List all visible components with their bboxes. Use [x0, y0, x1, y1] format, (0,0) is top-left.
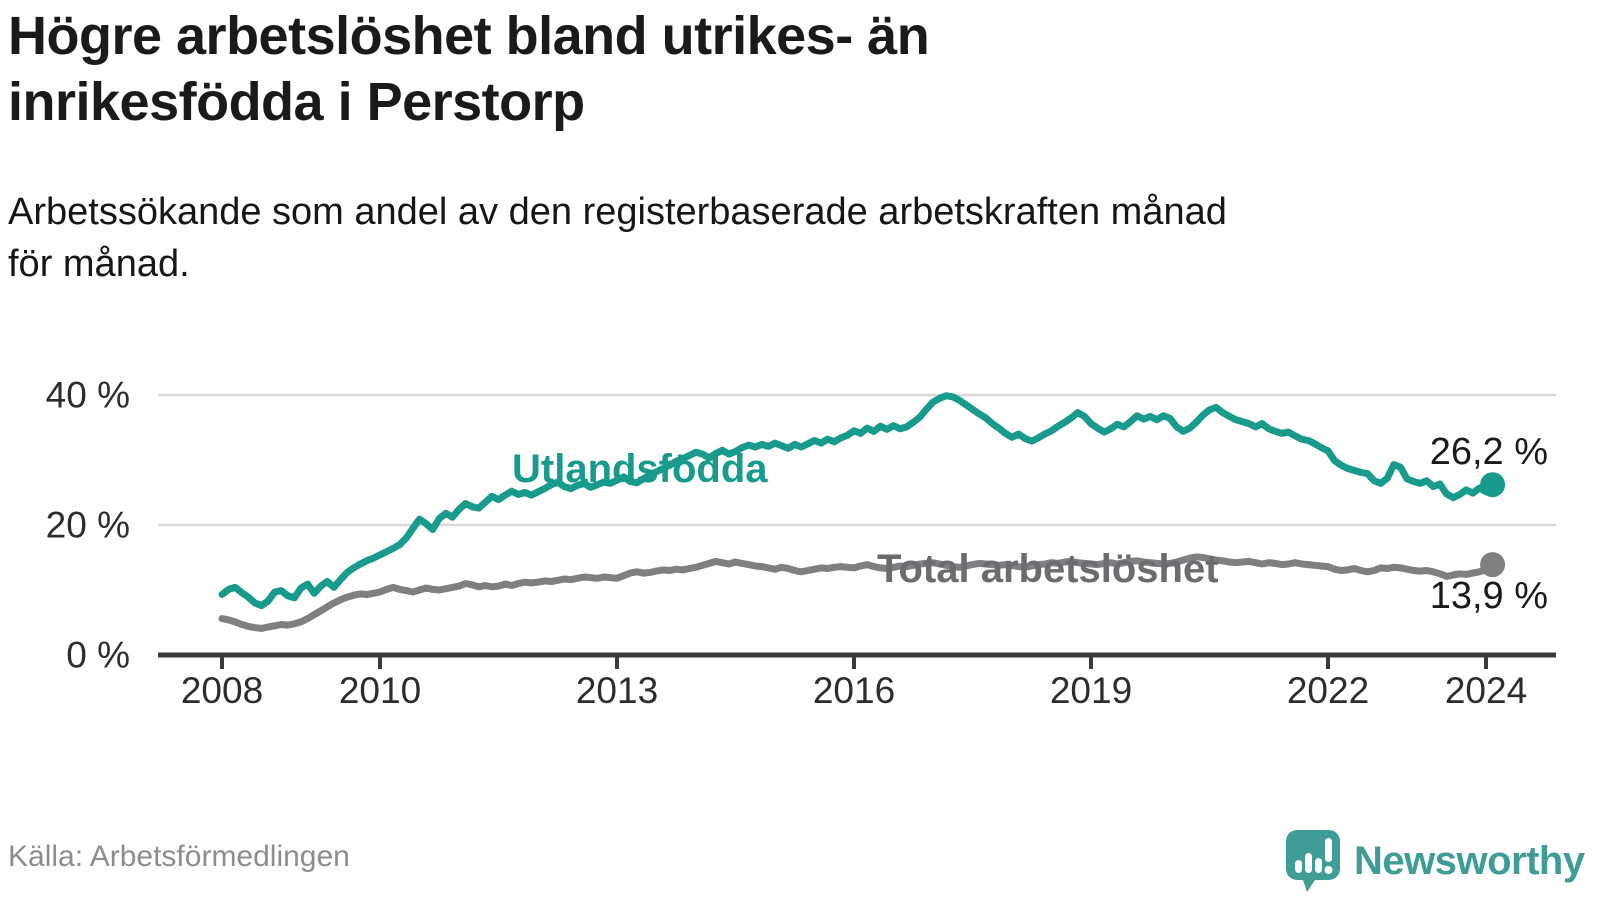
line-utlandsfodda [218, 392, 1497, 610]
series-label-total: Total arbetslöshet [877, 547, 1219, 591]
x-tick-label: 2008 [181, 670, 263, 711]
x-tick-label: 2016 [813, 670, 895, 711]
brand-lockup: Newsworthy [1284, 828, 1585, 894]
x-tick-label: 2013 [576, 670, 658, 711]
x-tick-label: 2019 [1050, 670, 1132, 711]
source-note: Källa: Arbetsförmedlingen [8, 840, 350, 873]
data-series [218, 392, 1506, 632]
newsworthy-logo-icon [1286, 830, 1340, 892]
series-label-utlandsfodda: Utlandsfödda [512, 447, 768, 491]
x-tick-label: 2022 [1287, 670, 1369, 711]
x-axis: 2008 2010 2013 2016 2019 2022 2024 [158, 652, 1556, 711]
chart-labels: Utlandsfödda Total arbetslöshet 26,2 % 1… [512, 431, 1548, 617]
y-tick-label: 0 % [66, 635, 130, 676]
gridlines: 0 % 20 % 40 % [46, 375, 1556, 676]
end-value-total: 13,9 % [1430, 575, 1548, 617]
y-tick-label: 20 % [46, 505, 130, 546]
end-value-utlandsfodda: 26,2 % [1430, 431, 1548, 473]
unemployment-line-chart: 0 % 20 % 40 % 2008 2010 2013 2016 2019 2022 2024… [46, 375, 1556, 711]
page-subtitle: Arbetssökande som andel av den registerb… [8, 191, 1227, 286]
page-title: Högre arbetslöshet bland utrikes- än inr… [8, 6, 930, 132]
end-dot-total [1480, 552, 1506, 578]
y-tick-label: 40 % [46, 375, 130, 416]
x-tick-label: 2010 [339, 670, 421, 711]
brand-name: Newsworthy [1354, 838, 1585, 883]
line-total [218, 553, 1497, 632]
x-tick-label: 2024 [1445, 670, 1527, 711]
end-dot-utlandsfodda [1480, 472, 1506, 498]
